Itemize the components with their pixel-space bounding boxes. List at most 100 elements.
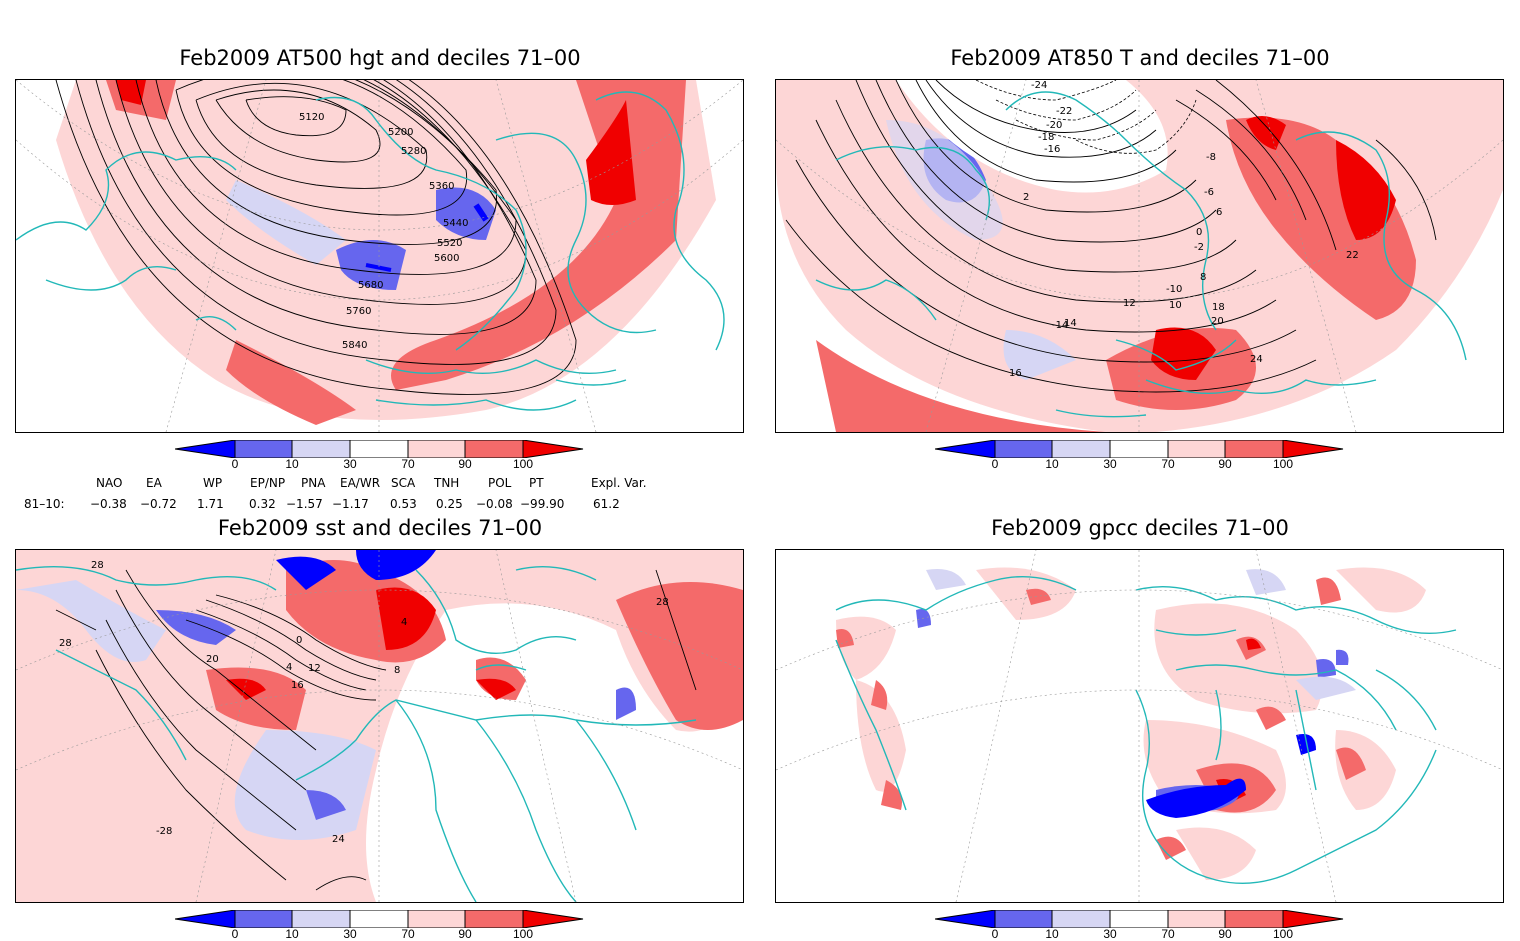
colorbar-tick: 70 [1161,457,1175,471]
colorbar-tick: 70 [401,927,415,941]
contour-label: -16 [1044,144,1060,155]
panel-title-sst: Feb2009 sst and deciles 71–00 [217,516,543,540]
contour-label: 10 [1169,300,1182,311]
index-name: PT [529,476,544,490]
contour-label: 24 [1250,354,1263,365]
contour-label: 5840 [342,340,367,351]
colorbar-tick: 70 [1161,927,1175,941]
contour-label: -18 [1038,132,1054,143]
index-name: NAO [96,476,123,490]
index-value: 0.25 [436,497,463,511]
index-value: −0.72 [140,497,177,511]
index-value: 61.2 [593,497,620,511]
contour-label: -6 [1204,187,1214,198]
contour-label: 28 [656,597,669,608]
colorbar-tick: 90 [458,457,472,471]
panel-title-hgt500: Feb2009 AT500 hgt and deciles 71–00 [179,46,581,70]
colorbar-tick: 30 [1103,927,1117,941]
index-name: WP [203,476,223,490]
contour-label: 5120 [299,112,324,123]
panel-title-t850: Feb2009 AT850 T and deciles 71–00 [950,46,1330,70]
contour-label: 6 [1216,207,1222,218]
contour-label: 18 [1212,302,1225,313]
contour-label: 5440 [443,218,468,229]
contour-label: 14 [1064,318,1077,329]
colorbar-tick: 100 [1272,457,1294,471]
contour-label: 5360 [429,181,454,192]
colorbar-tick: 0 [231,457,239,471]
contour-label: 5200 [388,127,413,138]
index-value: −1.57 [286,497,323,511]
index-value: −1.17 [332,497,369,511]
colorbar-tick: 0 [991,927,999,941]
index-name: EA [146,476,162,490]
contour-label: 8 [1200,272,1206,283]
colorbar-tick: 90 [1218,927,1232,941]
contour-label: 24 [332,834,345,845]
colorbar-tick: 90 [1218,457,1232,471]
contour-label: 5280 [401,146,426,157]
map-panel-hgt500: 5120 5200 5280 5360 5440 5520 5600 5680 … [15,79,744,433]
contour-label: 2 [1023,192,1029,203]
colorbar-tick: 30 [343,457,357,471]
index-value: 0.53 [390,497,417,511]
contour-label: 20 [1211,316,1224,327]
index-name: SCA [391,476,416,490]
colorbar-tick: 0 [231,927,239,941]
colorbar-tick: 90 [458,927,472,941]
contour-label: -14 [1052,320,1068,331]
contour-label: 5680 [358,280,383,291]
colorbar-tick: 10 [285,927,299,941]
index-name: POL [488,476,512,490]
colorbar-tick: 100 [512,457,534,471]
contour-label: -2 [1194,242,1204,253]
contour-label: 16 [291,680,304,691]
index-name: EA/WR [340,476,381,490]
index-value: −0.38 [90,497,127,511]
contour-label: -10 [1166,284,1182,295]
index-name: EP/NP [250,476,286,490]
contour-label: 28 [91,560,104,571]
contour-label: 5600 [434,253,459,264]
colorbar-tick: 10 [1045,457,1059,471]
colorbar-tick: 70 [401,457,415,471]
index-name: PNA [301,476,326,490]
contour-label: 16 [1009,368,1022,379]
colorbar-tick: 10 [1045,927,1059,941]
index-name: TNH [434,476,460,490]
map-panel-t850: -24 -22 -20 -18 -16 -14 -10 -8 -6 -2 0 2… [775,79,1504,433]
contour-label: -22 [1056,106,1072,117]
contour-label: 4 [401,617,407,628]
contour-label: 4 [286,662,292,673]
contour-label: 28 [59,638,72,649]
contour-label: 5760 [346,306,371,317]
map-panel-gpcc [775,549,1504,903]
colorbar-tick: 30 [343,927,357,941]
contour-label: -8 [1206,152,1216,163]
contour-label: -28 [156,826,172,837]
index-value: −99.90 [520,497,565,511]
contour-label: 0 [296,635,302,646]
index-name: Expl. Var. [591,476,647,490]
colorbar-tick: 0 [991,457,999,471]
colorbar-tick: 30 [1103,457,1117,471]
colorbar-tick: 10 [285,457,299,471]
index-value: 0.32 [249,497,276,511]
contour-label: 0 [1196,227,1202,238]
colorbar-tick: 100 [512,927,534,941]
contour-label: -24 [1031,80,1047,91]
colorbar-sst: 0 10 30 70 90 100 [174,909,585,941]
colorbar-gpcc: 0 10 30 70 90 100 [934,909,1345,941]
panel-title-gpcc: Feb2009 gpcc deciles 71–00 [991,516,1289,540]
contour-label: 5520 [437,238,462,249]
contour-label: 20 [206,654,219,665]
contour-label: 8 [394,665,400,676]
index-value: 1.71 [197,497,224,511]
contour-label: 12 [308,663,321,674]
colorbar-tick: 100 [1272,927,1294,941]
map-panel-sst: 28 28 20 16 12 8 4 4 0 24 -28 28 [15,549,744,903]
index-value: −0.08 [476,497,513,511]
index-row-label: 81–10: [24,497,65,511]
contour-label: -20 [1046,120,1062,131]
colorbar-hgt500: 0 10 30 70 90 100 [174,439,585,476]
